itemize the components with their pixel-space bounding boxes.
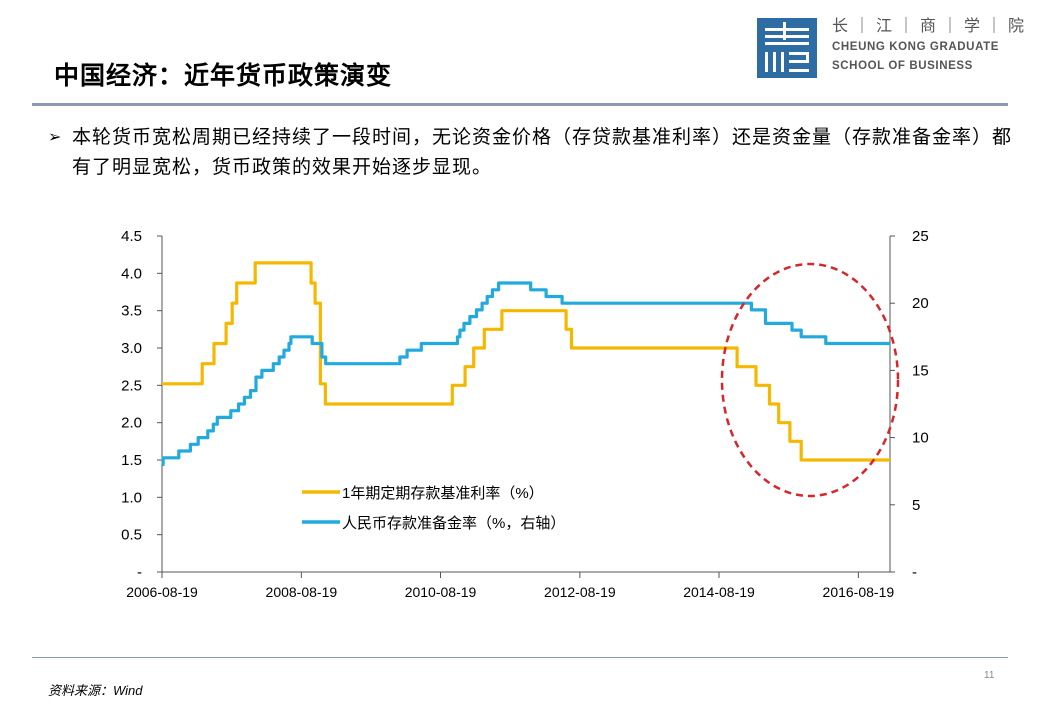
left-tick-label: 1.5 (121, 452, 142, 469)
left-tick-label: 3.0 (121, 340, 142, 357)
bullet-point: ➢ 本轮货币宽松周期已经持续了一段时间，无论资金价格（存贷款基准利率）还是资金量… (48, 122, 1013, 182)
left-tick-label: 4.0 (121, 265, 142, 282)
left-tick-label: 2.0 (121, 415, 142, 432)
highlight-ellipse (720, 262, 900, 498)
legend-label-1: 1年期定期存款基准利率（%） (342, 485, 544, 502)
x-tick-label: 2012-08-19 (544, 584, 616, 600)
right-tick-label: 20 (912, 295, 929, 312)
left-tick-label: 1.0 (121, 489, 142, 506)
series-line-2 (161, 281, 890, 467)
page-title: 中国经济：近年货币政策演变 (54, 61, 393, 90)
logo-text: 长｜江｜商｜学｜院 CHEUNG KONG GRADUATE SCHOOL OF… (832, 16, 1030, 76)
left-tick-label: 0.5 (121, 527, 142, 544)
right-tick-label: - (912, 564, 917, 581)
x-tick-label: 2006-08-19 (126, 584, 198, 600)
logo-cn: 长｜江｜商｜学｜院 (832, 18, 1031, 35)
series-line-1 (162, 261, 890, 462)
right-tick-label: 5 (912, 497, 920, 514)
right-tick-label: 15 (912, 362, 929, 379)
left-tick-label: - (137, 564, 142, 581)
ckgsb-logo-icon (757, 18, 817, 78)
page-number: 11 (984, 670, 995, 681)
title-divider (32, 103, 1008, 106)
bullet-text: 本轮货币宽松周期已经持续了一段时间，无论资金价格（存贷款基准利率）还是资金量（存… (72, 126, 1013, 178)
bullet-arrow-icon: ➢ (48, 127, 62, 146)
x-tick-label: 2014-08-19 (683, 584, 755, 600)
left-tick-label: 2.5 (121, 377, 142, 394)
footer-divider (32, 657, 1008, 658)
left-tick-label: 3.5 (121, 303, 142, 320)
x-tick-label: 2016-08-19 (823, 584, 895, 600)
logo-en-line1: CHEUNG KONG GRADUATE (832, 41, 1000, 53)
x-tick-label: 2008-08-19 (266, 584, 338, 600)
source-note: 资料来源：Wind (48, 683, 143, 698)
right-tick-label: 25 (912, 228, 929, 245)
x-tick-label: 2010-08-19 (405, 584, 477, 600)
logo-en-line2: SCHOOL OF BUSINESS (832, 60, 973, 72)
right-tick-label: 10 (912, 430, 929, 447)
left-tick-label: 4.5 (121, 228, 142, 245)
legend-label-2: 人民币存款准备金率（%，右轴） (342, 515, 565, 532)
